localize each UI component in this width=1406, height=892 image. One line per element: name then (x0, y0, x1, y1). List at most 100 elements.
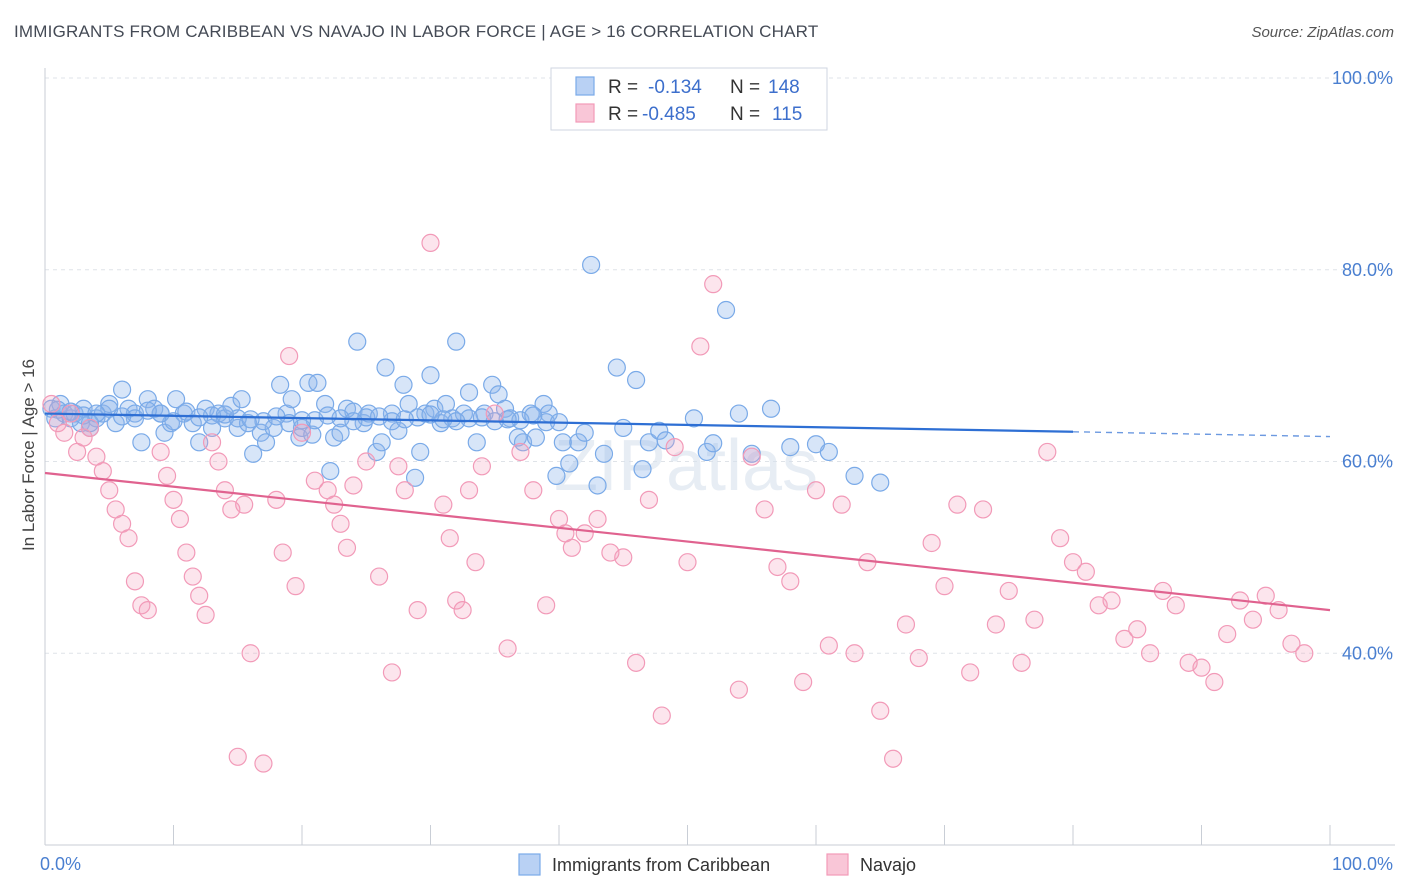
data-point (74, 428, 93, 447)
data-point (267, 407, 286, 426)
y-tick-labels: 40.0% 60.0% 80.0% 100.0% (1332, 68, 1393, 663)
data-point (215, 481, 234, 500)
data-point (575, 423, 594, 442)
data-point (553, 433, 572, 452)
data-point (331, 514, 350, 533)
data-point (370, 407, 389, 426)
data-point (999, 581, 1018, 601)
data-point (524, 481, 543, 500)
series-navajo-points (42, 233, 1314, 773)
data-point (196, 605, 215, 625)
data-point (228, 418, 247, 438)
data-point (408, 601, 427, 620)
data-point (389, 421, 408, 440)
data-point (93, 461, 112, 481)
data-point (588, 509, 607, 529)
data-point (372, 433, 391, 452)
data-point (434, 495, 453, 514)
data-point (453, 601, 472, 620)
data-point (177, 543, 196, 562)
data-point (526, 428, 545, 447)
legend-r-value-1: -0.485 (642, 104, 696, 125)
source-label: Source: ZipAtlas.com (1251, 24, 1394, 41)
x-tick-label: 100.0% (1332, 854, 1393, 874)
data-point (271, 375, 290, 394)
data-point (806, 481, 826, 500)
data-point (138, 401, 157, 420)
data-point (241, 644, 260, 663)
data-point (370, 567, 389, 586)
legend-r-label-0: R = (608, 77, 638, 98)
data-point (166, 390, 186, 409)
data-point (1166, 596, 1185, 615)
data-point (1038, 442, 1057, 462)
data-point (100, 394, 119, 414)
bottom-legend-swatch-navajo (826, 853, 849, 876)
y-tick-label: 40.0% (1342, 643, 1393, 663)
data-point (781, 438, 800, 457)
data-point (742, 447, 761, 466)
data-point (755, 500, 774, 519)
legend-n-value-0: 148 (768, 77, 800, 98)
legend-r-label-1: R = (608, 104, 638, 125)
data-point (652, 706, 671, 725)
bottom-legend-label-navajo: Navajo (860, 855, 916, 875)
data-point (209, 452, 228, 471)
trend-line-extension (1072, 431, 1331, 438)
data-point (582, 255, 601, 275)
y-tick-label: 100.0% (1332, 68, 1393, 88)
data-point (376, 358, 395, 377)
data-point (112, 380, 132, 399)
data-point (138, 601, 157, 620)
data-point (935, 577, 954, 596)
data-point (292, 411, 312, 430)
data-point (183, 567, 202, 586)
data-point (305, 471, 324, 490)
data-point (614, 548, 633, 567)
data-point (80, 418, 100, 438)
data-point (447, 591, 466, 610)
data-point (495, 399, 515, 418)
data-point (1012, 653, 1031, 672)
data-point (190, 433, 209, 452)
axes (44, 68, 1395, 846)
data-point (1051, 529, 1070, 548)
data-point (318, 406, 337, 425)
trend-line (44, 471, 1331, 612)
x-tick-labels: 0.0% 100.0% (40, 854, 1393, 874)
legend-n-label-1: N = (730, 104, 760, 125)
data-point (273, 543, 292, 562)
data-point (125, 572, 145, 591)
data-point (594, 444, 614, 463)
data-point (485, 404, 504, 423)
data-point (466, 553, 485, 572)
legend-swatch-caribbean (575, 76, 595, 96)
data-point (665, 438, 684, 457)
data-point (575, 524, 594, 543)
legend-swatch-navajo (575, 103, 595, 123)
data-point (524, 406, 543, 425)
data-point (781, 572, 800, 591)
data-point (331, 423, 350, 442)
data-point (100, 481, 119, 500)
legend-r-value-0: -0.134 (648, 77, 702, 98)
data-point (241, 410, 260, 429)
data-point (588, 476, 607, 495)
data-point (729, 404, 749, 423)
data-point (961, 663, 980, 682)
data-point (337, 538, 357, 557)
data-point (164, 490, 183, 509)
data-point (1076, 562, 1095, 581)
data-point (286, 577, 305, 596)
data-point (883, 749, 903, 768)
data-point (267, 490, 286, 509)
data-point (626, 653, 646, 672)
data-point (316, 394, 335, 414)
data-point (768, 557, 787, 577)
data-point (254, 754, 273, 773)
data-point (421, 405, 440, 424)
bottom-legend: Immigrants from Caribbean Navajo (518, 853, 916, 876)
data-point (389, 457, 408, 476)
data-point (716, 300, 736, 320)
data-point (656, 431, 675, 450)
